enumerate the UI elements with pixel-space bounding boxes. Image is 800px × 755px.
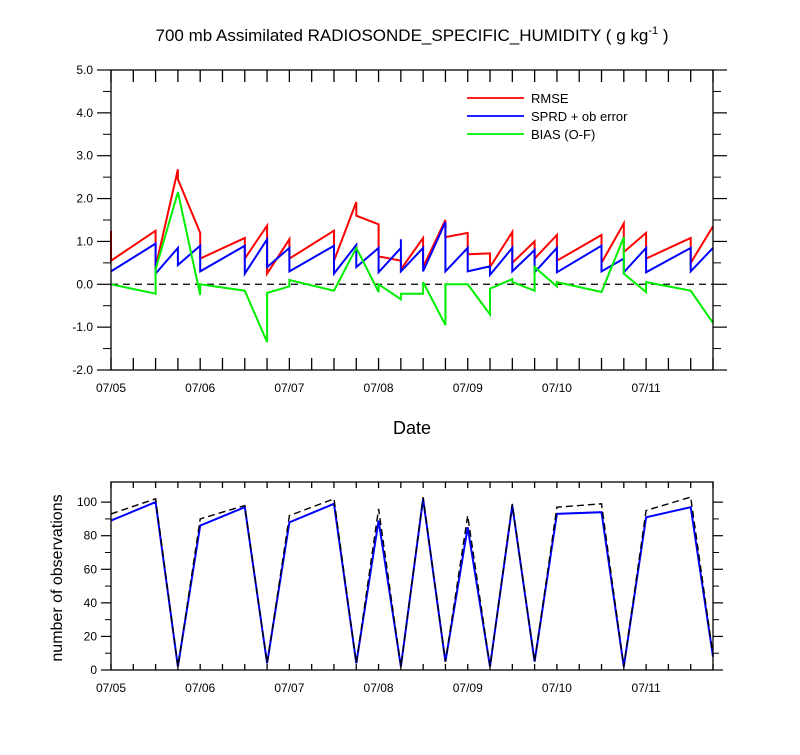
legend-label: SPRD + ob error [531,109,628,124]
bottom-plot-frame [110,481,714,671]
x-tick-label: 07/09 [453,681,483,695]
chart-title: 700 mb Assimilated RADIOSONDE_SPECIFIC_H… [156,25,669,45]
y-tick-label: 2.0 [76,192,93,206]
y-tick-label: 3.0 [76,149,93,163]
series-line-sprd-ob-error [110,221,714,278]
bottom-ticks-group: 0 20 40 60 80 100 07/05 07/06 07/07 07/08 07/09 07/… [77,482,723,695]
x-axis-label: Date [393,418,431,438]
x-tick-label: 07/05 [96,681,126,695]
x-tick-label: 07/10 [542,381,572,395]
series-line-bias-o-f [110,191,714,343]
chart-legend: RMSE SPRD + ob error BIAS (O-F) [467,91,628,142]
y-tick-label: 1.0 [76,234,93,248]
x-tick-label: 07/10 [542,681,572,695]
y-tick-label: 100 [77,495,97,509]
series-line-rmse [110,169,714,277]
y-tick-label: 20 [84,629,98,643]
top-ticks-group: -2.0 -1.0 0.0 1.0 2.0 3.0 4.0 5.0 07/05 07/06 07/0… [72,63,727,395]
bottom-chart: 0 20 40 60 80 100 07/05 07/06 07/07 07/08 07/09 07/… [49,481,723,695]
y-axis-label: number of observations [49,494,66,661]
y-tick-label: -1.0 [72,320,93,334]
x-tick-label: 07/09 [453,381,483,395]
x-tick-label: 07/05 [96,381,126,395]
x-tick-label: 07/06 [185,681,215,695]
y-tick-label: 60 [84,562,98,576]
x-tick-label: 07/07 [274,681,304,695]
x-tick-label: 07/08 [364,681,394,695]
top-series-group [110,169,714,343]
top-chart: 700 mb Assimilated RADIOSONDE_SPECIFIC_H… [72,25,727,438]
y-tick-label: -2.0 [72,363,93,377]
y-tick-label: 0.0 [76,277,93,291]
x-tick-label: 07/11 [632,681,661,695]
y-tick-label: 40 [84,596,98,610]
bottom-series-group [110,496,714,667]
x-tick-label: 07/11 [632,381,661,395]
y-tick-label: 4.0 [76,106,93,120]
y-tick-label: 0 [90,663,97,677]
y-tick-label: 80 [84,529,98,543]
legend-label: BIAS (O-F) [531,127,595,142]
y-tick-label: 5.0 [76,63,93,77]
series-line-possible [110,496,714,667]
x-tick-label: 07/06 [185,381,215,395]
legend-label: RMSE [531,91,569,106]
x-tick-label: 07/07 [274,381,304,395]
x-tick-label: 07/08 [364,381,394,395]
